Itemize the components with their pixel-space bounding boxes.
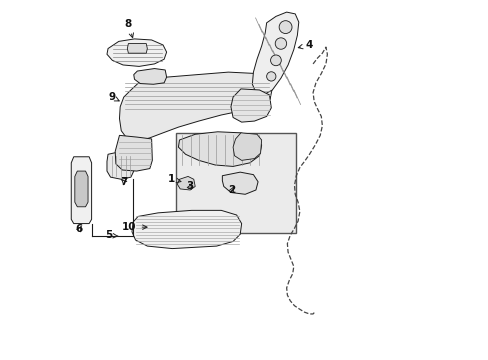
- Text: 4: 4: [298, 40, 313, 50]
- Polygon shape: [132, 210, 241, 249]
- Polygon shape: [71, 157, 91, 224]
- Circle shape: [279, 21, 291, 33]
- Polygon shape: [134, 68, 166, 84]
- Text: 7: 7: [120, 177, 127, 187]
- Polygon shape: [75, 171, 88, 207]
- Text: 2: 2: [228, 185, 235, 195]
- Text: 10: 10: [122, 222, 147, 232]
- Polygon shape: [107, 39, 166, 66]
- Text: 6: 6: [76, 224, 83, 234]
- Polygon shape: [119, 72, 272, 141]
- Text: 9: 9: [108, 92, 119, 102]
- Text: 8: 8: [124, 18, 133, 38]
- Polygon shape: [252, 12, 298, 95]
- Circle shape: [275, 38, 286, 49]
- Polygon shape: [233, 133, 261, 160]
- Polygon shape: [178, 132, 261, 166]
- Polygon shape: [107, 152, 134, 179]
- Text: 3: 3: [186, 181, 193, 192]
- Polygon shape: [230, 89, 271, 122]
- Text: 5: 5: [105, 230, 118, 240]
- Polygon shape: [115, 135, 152, 171]
- Polygon shape: [222, 172, 258, 194]
- Polygon shape: [127, 44, 147, 53]
- Polygon shape: [177, 176, 195, 190]
- Circle shape: [266, 72, 275, 81]
- Circle shape: [270, 55, 281, 66]
- FancyBboxPatch shape: [176, 133, 295, 233]
- Text: 1: 1: [167, 174, 181, 184]
